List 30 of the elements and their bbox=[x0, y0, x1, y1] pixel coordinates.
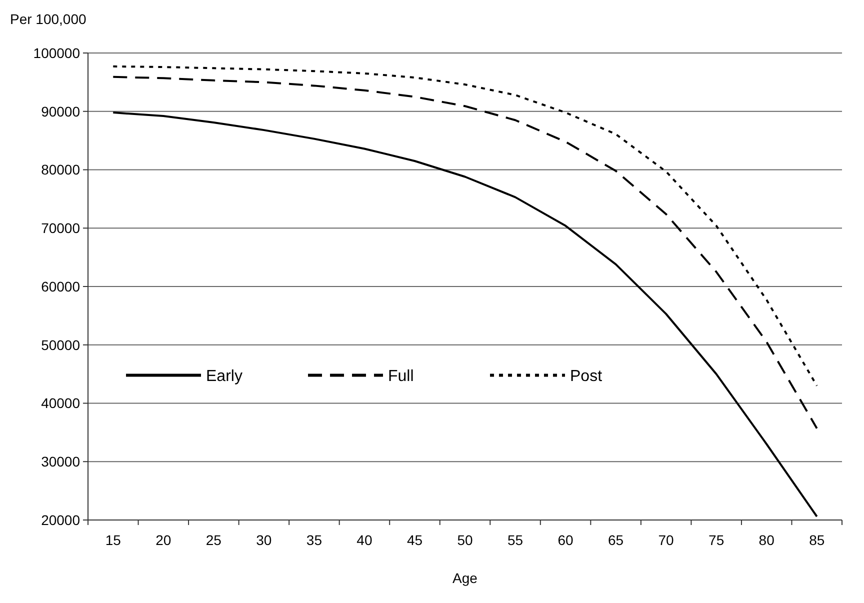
y-axis-title: Per 100,000 bbox=[10, 11, 86, 27]
x-tick-label: 35 bbox=[306, 532, 322, 548]
x-tick-label: 75 bbox=[708, 532, 724, 548]
x-axis-title: Age bbox=[452, 570, 478, 586]
legend-label: Post bbox=[570, 368, 603, 385]
legend-label: Full bbox=[388, 368, 414, 385]
line-series bbox=[112, 112, 818, 518]
y-tick-label: 70000 bbox=[41, 220, 80, 236]
legend-label: Early bbox=[206, 368, 242, 385]
y-tick-label: 30000 bbox=[41, 454, 80, 470]
y-tick-label: 80000 bbox=[41, 162, 80, 178]
x-tick-label: 65 bbox=[608, 532, 624, 548]
y-tick-label: 50000 bbox=[41, 336, 80, 353]
x-tick-label: 70 bbox=[658, 532, 674, 548]
x-tick-label: 60 bbox=[558, 532, 574, 548]
x-tick-label: 80 bbox=[758, 532, 775, 548]
y-tick-label: 100000 bbox=[33, 44, 80, 61]
x-tick-label: 30 bbox=[256, 532, 272, 548]
x-tick-label: 55 bbox=[507, 532, 524, 548]
x-tick-label: 15 bbox=[105, 532, 122, 548]
x-tick-label: 85 bbox=[809, 532, 825, 548]
x-tick-label: 25 bbox=[206, 532, 222, 548]
y-tick-label: 40000 bbox=[41, 395, 80, 412]
y-tick-label: 20000 bbox=[41, 512, 80, 528]
x-tick-label: 40 bbox=[356, 532, 372, 548]
y-tick-label: 90000 bbox=[41, 103, 80, 120]
x-tick-label: 50 bbox=[457, 532, 473, 548]
x-tick-label: 20 bbox=[156, 532, 172, 548]
y-tick-label: 60000 bbox=[41, 278, 80, 294]
x-tick-label: 45 bbox=[406, 532, 423, 548]
